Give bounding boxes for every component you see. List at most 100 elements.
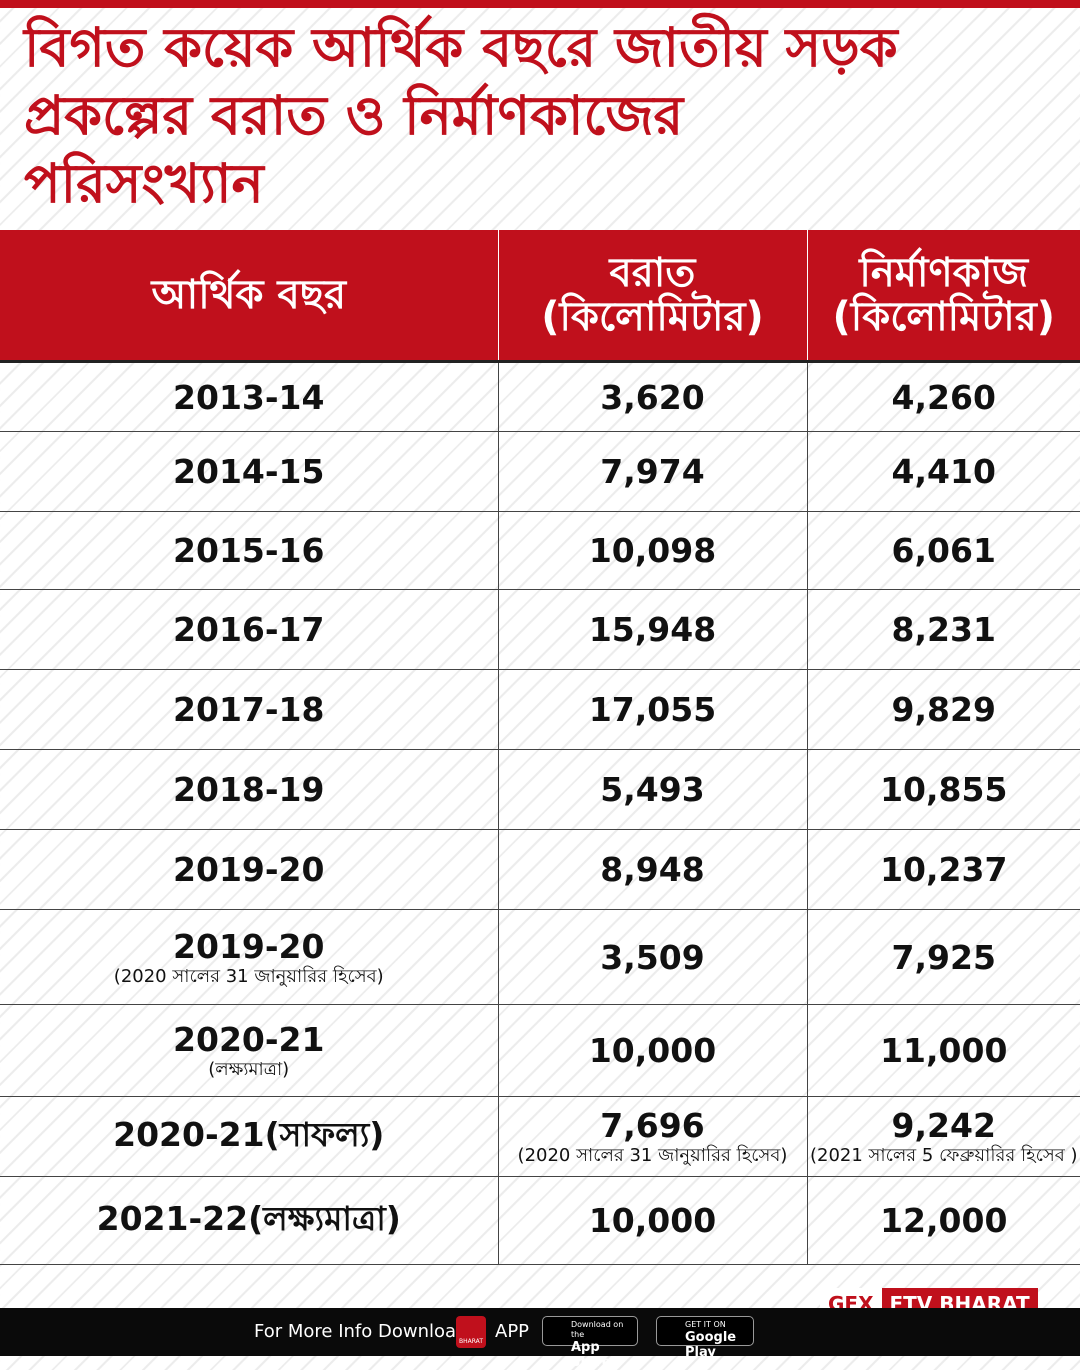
construction-cell: 9,242(2021 সালের 5 ফেব্রুয়ারির হিসেব ) (807, 1097, 1080, 1177)
table-row: 2014-15 7,974 4,410 (0, 432, 1080, 512)
header-cell: বরাত(কিলোমিটার) (498, 230, 807, 362)
badge-small: GET IT ON (685, 1320, 726, 1329)
construction-cell: 10,237 (807, 830, 1080, 910)
table-row: 2013-14 3,620 4,260 (0, 362, 1080, 432)
allocation-cell: 15,948 (498, 590, 807, 670)
allocation-value: 10,000 (589, 1031, 716, 1070)
allocation-cell: 7,696(2020 সালের 31 জানুয়ারির হিসেব) (498, 1097, 807, 1177)
table-row: 2016-17 15,948 8,231 (0, 590, 1080, 670)
header-cell: আর্থিক বছর (0, 230, 498, 362)
year-value: 2013-14 (173, 378, 324, 417)
allocation-note: (2020 সালের 31 জানুয়ারির হিসেব) (499, 1145, 807, 1167)
allocation-value: 3,620 (600, 378, 704, 417)
allocation-cell: 17,055 (498, 670, 807, 750)
construction-value: 8,231 (892, 610, 996, 649)
year-cell: 2014-15 (0, 432, 498, 512)
table-row: 2019-20(2020 সালের 31 জানুয়ারির হিসেব) 3… (0, 910, 1080, 1005)
construction-note: (2021 সালের 5 ফেব্রুয়ারির হিসেব ) (808, 1145, 1080, 1167)
header-line: (কিলোমিটার) (499, 295, 807, 339)
table-row: 2020-21(সাফল্য) 7,696(2020 সালের 31 জানুয… (0, 1097, 1080, 1177)
top-bar (0, 0, 1080, 8)
allocation-cell: 10,000 (498, 1005, 807, 1097)
year-note: (2020 সালের 31 জানুয়ারির হিসেব) (0, 966, 498, 988)
year-note: (লক্ষ্যমাত্রা) (0, 1059, 498, 1081)
construction-value: 6,061 (892, 531, 996, 570)
year-value: 2019-20 (173, 850, 324, 889)
year-cell: 2013-14 (0, 362, 498, 432)
construction-cell: 8,231 (807, 590, 1080, 670)
construction-value: 9,242 (892, 1106, 996, 1145)
construction-value: 12,000 (880, 1201, 1007, 1240)
footer: For More Info Download BHARAT APP Downlo… (0, 1308, 1080, 1356)
allocation-cell: 10,000 (498, 1177, 807, 1265)
header-cell: নির্মাণকাজ(কিলোমিটার) (807, 230, 1080, 362)
allocation-cell: 3,509 (498, 910, 807, 1005)
year-cell: 2020-21(সাফল্য) (0, 1097, 498, 1177)
construction-cell: 7,925 (807, 910, 1080, 1005)
allocation-value: 10,000 (589, 1201, 716, 1240)
allocation-value: 10,098 (589, 531, 716, 570)
header-line: বরাত (499, 251, 807, 295)
allocation-cell: 3,620 (498, 362, 807, 432)
badge-big: App Store (571, 1340, 631, 1370)
construction-cell: 4,410 (807, 432, 1080, 512)
table-row: 2015-16 10,098 6,061 (0, 512, 1080, 590)
allocation-value: 15,948 (589, 610, 716, 649)
table-row: 2020-21(লক্ষ্যমাত্রা) 10,000 11,000 (0, 1005, 1080, 1097)
year-value: 2016-17 (173, 610, 324, 649)
title-line: পরিসংখ্যান (24, 150, 1064, 218)
table-body: 2013-14 3,620 4,260 2014-15 7,974 4,410 2015-1… (0, 362, 1080, 1265)
year-cell: 2021-22(লক্ষ্যমাত্রা) (0, 1177, 498, 1265)
year-value: 2018-19 (173, 770, 324, 809)
year-cell: 2018-19 (0, 750, 498, 830)
allocation-cell: 5,493 (498, 750, 807, 830)
construction-cell: 10,855 (807, 750, 1080, 830)
year-cell: 2015-16 (0, 512, 498, 590)
app-label: APP (495, 1308, 529, 1356)
etv-logo: BHARAT (456, 1316, 486, 1348)
construction-value: 9,829 (892, 690, 996, 729)
allocation-value: 3,509 (600, 938, 704, 977)
year-value: 2019-20 (173, 927, 324, 966)
construction-cell: 11,000 (807, 1005, 1080, 1097)
year-cell: 2017-18 (0, 670, 498, 750)
construction-cell: 12,000 (807, 1177, 1080, 1265)
table-row: 2018-19 5,493 10,855 (0, 750, 1080, 830)
table-row: 2017-18 17,055 9,829 (0, 670, 1080, 750)
year-value: 2020-21 (173, 1020, 324, 1059)
construction-value: 10,855 (880, 770, 1007, 809)
year-value: 2017-18 (173, 690, 324, 729)
year-value: 2015-16 (173, 531, 324, 570)
app-store-badge[interactable]: Download on the App Store (542, 1316, 638, 1346)
construction-value: 4,410 (892, 452, 996, 491)
year-value: 2021-22(লক্ষ্যমাত্রা) (97, 1199, 401, 1238)
allocation-cell: 8,948 (498, 830, 807, 910)
allocation-value: 5,493 (600, 770, 704, 809)
header-line: নির্মাণকাজ (808, 251, 1080, 295)
construction-cell: 9,829 (807, 670, 1080, 750)
google-play-badge[interactable]: GET IT ON Google Play (656, 1316, 754, 1346)
year-cell: 2019-20(2020 সালের 31 জানুয়ারির হিসেব) (0, 910, 498, 1005)
allocation-cell: 7,974 (498, 432, 807, 512)
construction-cell: 6,061 (807, 512, 1080, 590)
year-cell: 2016-17 (0, 590, 498, 670)
year-value: 2014-15 (173, 452, 324, 491)
title-line: বিগত কয়েক আর্থিক বছরে জাতীয় সড়ক (24, 14, 1064, 82)
table-row: 2021-22(লক্ষ্যমাত্রা) 10,000 12,000 (0, 1177, 1080, 1265)
badge-small: Download on the (571, 1320, 623, 1339)
construction-value: 4,260 (892, 378, 996, 417)
header-line: (কিলোমিটার) (808, 295, 1080, 339)
construction-value: 11,000 (880, 1031, 1007, 1070)
allocation-cell: 10,098 (498, 512, 807, 590)
header-line: আর্থিক বছর (0, 273, 498, 317)
year-value: 2020-21(সাফল্য) (113, 1115, 384, 1154)
footer-text: For More Info Download (254, 1308, 467, 1356)
year-cell: 2020-21(লক্ষ্যমাত্রা) (0, 1005, 498, 1097)
allocation-value: 7,696 (600, 1106, 704, 1145)
year-cell: 2019-20 (0, 830, 498, 910)
